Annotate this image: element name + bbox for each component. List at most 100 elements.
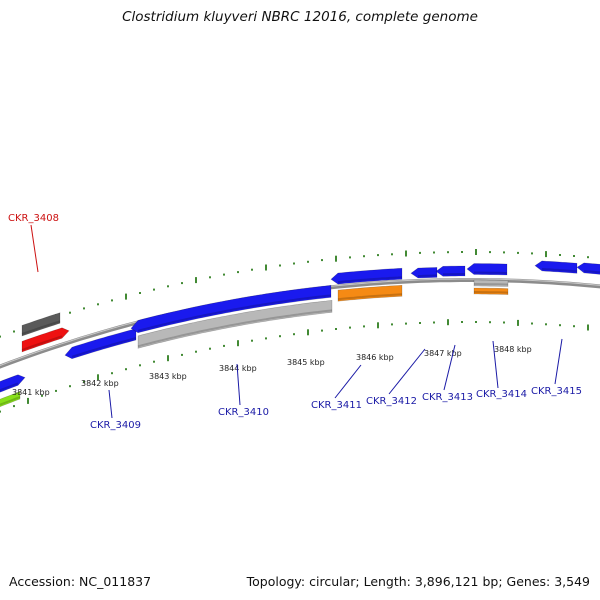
minor-tick <box>195 350 197 353</box>
minor-tick <box>419 251 421 254</box>
minor-tick <box>573 255 575 257</box>
minor-tick <box>209 347 211 350</box>
gene-callouts: CKR_3408 CKR_3409 CKR_3410 CKR_3411 CKR_3412… <box>8 213 582 431</box>
major-tick <box>447 319 449 326</box>
cds-3409 <box>64 328 137 360</box>
gene-label: CKR_3413 <box>422 392 473 403</box>
cds-3407-lime-shade <box>0 396 21 406</box>
minor-tick <box>391 323 393 326</box>
minor-tick <box>13 330 15 333</box>
minor-tick <box>531 252 533 255</box>
minor-tick <box>363 325 365 328</box>
minor-tick <box>461 321 463 323</box>
major-tick <box>97 374 99 381</box>
kbp-label: 3848 kbp <box>494 345 532 354</box>
minor-tick <box>559 324 561 327</box>
minor-tick <box>139 364 141 367</box>
minor-tick <box>349 326 351 329</box>
major-tick <box>27 397 29 404</box>
major-tick <box>475 249 477 255</box>
minor-tick <box>223 344 225 347</box>
cds-3414-orange <box>473 287 509 295</box>
minor-tick <box>153 360 155 363</box>
cds-3416 <box>576 262 600 275</box>
cds-3411 <box>330 267 403 285</box>
cds-3412-shade <box>417 274 438 277</box>
minor-tick <box>405 322 407 325</box>
minor-tick <box>559 254 561 256</box>
kbp-label: 3844 kbp <box>219 364 257 373</box>
minor-tick <box>111 372 113 375</box>
minor-tick <box>69 385 71 388</box>
minor-tick <box>279 335 281 338</box>
callout-line <box>388 348 426 395</box>
cds-3414-gray <box>473 279 509 287</box>
cds-3409-shade <box>71 337 137 358</box>
kbp-label: 3843 kbp <box>149 372 187 381</box>
cds-3414-shade <box>474 271 507 274</box>
major-tick <box>377 322 379 329</box>
cds-3414-gray-shade <box>474 283 508 286</box>
minor-tick <box>391 253 393 256</box>
minor-tick <box>307 260 309 263</box>
minor-tick <box>503 321 505 324</box>
accession-text: Accession: NC_011837 <box>9 574 152 589</box>
callout-line <box>443 344 456 391</box>
minor-tick <box>223 273 225 276</box>
minor-tick <box>0 335 1 338</box>
major-tick <box>237 340 239 347</box>
map-title: Clostridium kluyveri NBRC 12016, complet… <box>122 9 478 25</box>
callout-line <box>30 224 39 273</box>
cds-3411-orange <box>337 284 403 302</box>
minor-tick <box>69 311 71 314</box>
minor-tick <box>55 389 57 392</box>
major-tick <box>265 264 267 271</box>
minor-tick <box>293 333 295 336</box>
minor-tick <box>475 321 477 323</box>
cds-3413 <box>435 265 466 277</box>
callout-line <box>236 363 241 406</box>
genome-summary-text: Topology: circular; Length: 3,896,121 bp… <box>246 574 590 589</box>
minor-tick <box>321 329 323 332</box>
minor-tick <box>447 251 449 254</box>
cds-3410-shade <box>137 294 332 332</box>
minor-tick <box>531 322 533 325</box>
minor-tick <box>181 282 183 285</box>
cds-3407-shade <box>0 382 19 392</box>
inner-tick-track <box>0 319 589 413</box>
cds-3408-gray <box>21 312 61 337</box>
major-tick <box>545 251 547 258</box>
minor-tick <box>433 251 435 254</box>
kbp-label: 3845 kbp <box>287 358 325 367</box>
minor-tick <box>573 325 575 328</box>
kbp-label: 3846 kbp <box>356 353 394 362</box>
cds-3410-gray <box>137 299 333 349</box>
minor-tick <box>377 254 379 257</box>
gene-label: CKR_3408 <box>8 213 59 224</box>
cds-3410-gray-shade <box>137 309 333 348</box>
callout-line <box>108 389 113 419</box>
minor-tick <box>111 299 113 302</box>
minor-tick <box>0 410 1 413</box>
gene-label: CKR_3412 <box>366 396 417 407</box>
minor-tick <box>265 337 267 340</box>
minor-tick <box>41 394 43 397</box>
minor-tick <box>419 322 421 324</box>
minor-tick <box>251 268 253 271</box>
minor-tick <box>293 262 295 265</box>
minor-tick <box>167 285 169 288</box>
kbp-label: 3841 kbp <box>12 388 50 397</box>
callout-line <box>334 364 362 399</box>
cds-3411-shade <box>337 276 403 284</box>
cds-3411-orange-shade <box>337 293 403 301</box>
major-tick <box>195 277 197 284</box>
gene-label: CKR_3414 <box>476 389 527 400</box>
minor-tick <box>349 256 351 259</box>
minor-tick <box>139 292 141 294</box>
kbp-label: 3847 kbp <box>424 349 462 358</box>
minor-tick <box>97 303 99 306</box>
kbp-scale: 3841 kbp 3842 kbp 3843 kbp 3844 kbp 3845 kbp… <box>12 345 532 397</box>
cds-3408-red-shade <box>21 335 63 351</box>
minor-tick <box>83 380 85 383</box>
callout-line <box>554 338 563 385</box>
